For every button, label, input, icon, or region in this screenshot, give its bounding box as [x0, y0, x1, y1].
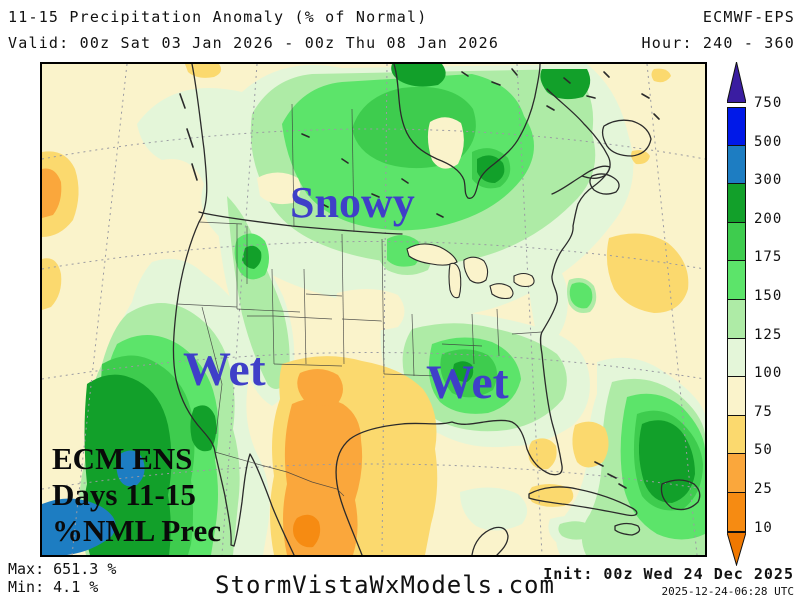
colorbar	[726, 61, 747, 570]
colorbar-label: 75	[754, 403, 773, 420]
annotation-snowy: Snowy	[290, 178, 415, 227]
product-info-line3: %NML Prec	[52, 513, 222, 548]
colorbar-segment	[728, 492, 745, 532]
annotation-wet-southeast: Wet	[426, 356, 509, 409]
colorbar-segment	[728, 377, 745, 416]
site-watermark: StormVistaWxModels.com	[215, 571, 555, 599]
annotation-wet-west: Wet	[183, 343, 266, 396]
colorbar-top-arrow	[726, 61, 747, 103]
annotation-product-info: ECM ENS Days 11-15 %NML Prec	[52, 441, 221, 549]
colorbar-label: 25	[754, 481, 773, 497]
page-title: 11-15 Precipitation Anomaly (% of Normal…	[8, 8, 428, 26]
colorbar-label: 100	[754, 365, 783, 382]
colorbar-label: 175	[754, 249, 783, 266]
generation-timestamp: 2025-12-24-06:28 UTC	[661, 585, 794, 598]
colorbar-segment	[728, 145, 745, 185]
product-info-line2: Days 11-15	[52, 477, 196, 512]
colorbar-segment	[728, 184, 745, 223]
colorbar-segments	[727, 107, 746, 532]
colorbar-label: 50	[754, 442, 773, 459]
valid-range-label: Valid: 00z Sat 03 Jan 2026 - 00z Thu 08 …	[8, 34, 500, 52]
colorbar-segment	[728, 107, 745, 146]
colorbar-segment	[728, 415, 745, 455]
min-value-label: Min: 4.1 %	[8, 578, 99, 596]
colorbar-label: 500	[754, 133, 783, 150]
colorbar-segment	[728, 222, 745, 262]
colorbar-label: 125	[754, 326, 783, 343]
init-time-label: Init: 00z Wed 24 Dec 2025	[543, 565, 794, 583]
colorbar-bottom-arrow	[726, 531, 747, 567]
map-canvas	[42, 64, 705, 555]
colorbar-label: 300	[754, 172, 783, 189]
colorbar-label: 10	[754, 519, 773, 536]
colorbar-segment	[728, 299, 745, 339]
precipitation-anomaly-map	[40, 62, 707, 557]
colorbar-label: 750	[754, 95, 783, 111]
max-value-label: Max: 651.3 %	[8, 560, 117, 578]
colorbar-segment	[728, 454, 745, 493]
product-info-line1: ECM ENS	[52, 441, 193, 476]
colorbar-segment	[728, 261, 745, 300]
forecast-hour-label: Hour: 240 - 360	[641, 34, 795, 52]
colorbar-segment	[728, 338, 745, 378]
colorbar-label: 150	[754, 288, 783, 304]
colorbar-label: 200	[754, 210, 783, 227]
model-label: ECMWF-EPS	[702, 8, 795, 26]
